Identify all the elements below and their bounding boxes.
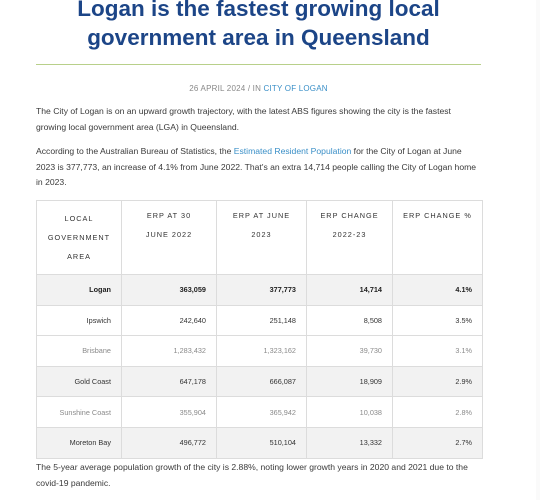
header-erp-2022: ERP AT 30 JUNE 2022 xyxy=(121,200,217,275)
cell-change-pct: 2.7% xyxy=(392,426,483,459)
header-erp-2023: ERP AT JUNE 2023 xyxy=(216,200,307,275)
cell-lga: Logan xyxy=(36,274,122,306)
header-lga: LOCAL GOVERNMENT AREA xyxy=(36,200,122,275)
cell-erp-2022: 1,283,432 xyxy=(121,335,217,367)
cell-erp-2023: 251,148 xyxy=(216,304,307,337)
table-header-row: LOCAL GOVERNMENT AREA ERP AT 30 JUNE 202… xyxy=(36,200,483,275)
cell-change: 14,714 xyxy=(306,274,393,306)
cell-lga: Moreton Bay xyxy=(36,426,122,459)
cell-change-pct: 3.1% xyxy=(392,335,483,367)
cell-change-pct: 2.9% xyxy=(392,365,483,398)
meta-separator: / IN xyxy=(245,84,264,93)
cell-erp-2023: 377,773 xyxy=(216,274,307,306)
table-row: Sunshine Coast 355,904 365,942 10,038 2.… xyxy=(36,396,483,428)
table-row: Gold Coast 647,178 666,087 18,909 2.9% xyxy=(36,365,483,398)
cell-change: 10,038 xyxy=(306,396,393,428)
cell-change-pct: 3.5% xyxy=(392,304,483,337)
cell-change: 8,508 xyxy=(306,304,393,337)
erp-table: LOCAL GOVERNMENT AREA ERP AT 30 JUNE 202… xyxy=(36,200,483,459)
erp-link[interactable]: Estimated Resident Population xyxy=(233,146,352,156)
cell-lga: Sunshine Coast xyxy=(36,396,122,428)
page-scrollbar[interactable] xyxy=(536,0,540,500)
cell-change: 13,332 xyxy=(306,426,393,459)
cell-change: 39,730 xyxy=(306,335,393,367)
category-link[interactable]: CITY OF LOGAN xyxy=(263,84,328,93)
header-erp-change: ERP CHANGE 2022-23 xyxy=(306,200,393,275)
cell-erp-2022: 647,178 xyxy=(121,365,217,398)
article-meta: 26 APRIL 2024 / IN CITY OF LOGAN xyxy=(36,84,481,93)
cell-erp-2022: 496,772 xyxy=(121,426,217,459)
cell-erp-2023: 365,942 xyxy=(216,396,307,428)
cell-erp-2022: 355,904 xyxy=(121,396,217,428)
cell-change: 18,909 xyxy=(306,365,393,398)
intro-paragraph: The City of Logan is on an upward growth… xyxy=(36,106,451,132)
cell-lga: Ipswich xyxy=(36,304,122,337)
title-divider xyxy=(36,64,481,65)
erp-paragraph: According to the Australian Bureau of St… xyxy=(36,144,482,191)
cell-erp-2022: 242,640 xyxy=(121,304,217,337)
cell-change-pct: 4.1% xyxy=(392,274,483,306)
cell-lga: Gold Coast xyxy=(36,365,122,398)
header-erp-change-pct: ERP CHANGE % xyxy=(392,200,483,275)
cell-lga: Brisbane xyxy=(36,335,122,367)
cell-erp-2023: 1,323,162 xyxy=(216,335,307,367)
table-row: Brisbane 1,283,432 1,323,162 39,730 3.1% xyxy=(36,335,483,367)
table-row: Moreton Bay 496,772 510,104 13,332 2.7% xyxy=(36,426,483,459)
article-title: Logan is the fastest growing local gover… xyxy=(77,0,440,50)
cell-erp-2023: 510,104 xyxy=(216,426,307,459)
outro-paragraph: The 5-year average population growth of … xyxy=(36,462,468,488)
cell-erp-2022: 363,059 xyxy=(121,274,217,306)
erp-paragraph-text-2: for the City of Logan at June 2023 is 37… xyxy=(36,146,477,187)
table-row: Logan 363,059 377,773 14,714 4.1% xyxy=(36,274,483,306)
cell-change-pct: 2.8% xyxy=(392,396,483,428)
table-row: Ipswich 242,640 251,148 8,508 3.5% xyxy=(36,304,483,337)
erp-paragraph-text-1: According to the Australian Bureau of St… xyxy=(36,146,234,156)
cell-erp-2023: 666,087 xyxy=(216,365,307,398)
article-date: 26 APRIL 2024 xyxy=(189,84,246,93)
